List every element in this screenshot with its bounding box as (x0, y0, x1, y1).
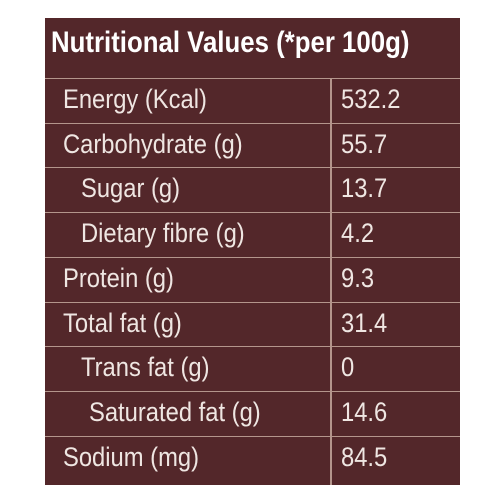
nutrient-label: Total fat (g) (63, 307, 182, 338)
nutrient-value: 13.7 (341, 173, 388, 204)
table-row: Protein (g) 9.3 (45, 256, 460, 302)
table-row: Sodium (mg) 84.5 (45, 435, 460, 481)
table-row: Energy (Kcal) 532.2 (45, 78, 460, 123)
column-divider (330, 78, 332, 485)
nutrient-value: 84.5 (341, 441, 388, 472)
nutrient-label: Sodium (mg) (63, 441, 200, 472)
nutrition-panel: Nutritional Values (*per 100g) Energy (K… (45, 18, 460, 485)
nutrient-value: 4.2 (341, 218, 375, 249)
nutrient-label: Dietary fibre (g) (81, 218, 245, 249)
table-row: Dietary fibre (g) 4.2 (45, 212, 460, 257)
table-row: Trans fat (g) 0 (45, 346, 460, 391)
nutrient-label: Saturated fat (g) (89, 396, 261, 427)
panel-title: Nutritional Values (*per 100g) (51, 26, 410, 59)
nutrient-value: 31.4 (341, 307, 388, 338)
nutrient-label: Energy (Kcal) (63, 84, 207, 114)
table-row: Sugar (g) 13.7 (45, 167, 460, 212)
table-row: Total fat (g) 31.4 (45, 301, 460, 347)
table-row: Saturated fat (g) 14.6 (45, 390, 460, 436)
nutrient-value: 532.2 (341, 84, 401, 114)
nutrient-value: 55.7 (341, 128, 388, 159)
nutrient-label: Carbohydrate (g) (63, 128, 243, 159)
table-row: Carbohydrate (g) 55.7 (45, 122, 460, 168)
nutrient-label: Trans fat (g) (81, 352, 210, 383)
nutrient-value: 14.6 (341, 396, 388, 427)
nutrient-label: Protein (g) (63, 262, 174, 293)
nutrient-value: 0 (341, 352, 355, 383)
nutrient-value: 9.3 (341, 262, 375, 293)
nutrient-label: Sugar (g) (81, 173, 181, 204)
